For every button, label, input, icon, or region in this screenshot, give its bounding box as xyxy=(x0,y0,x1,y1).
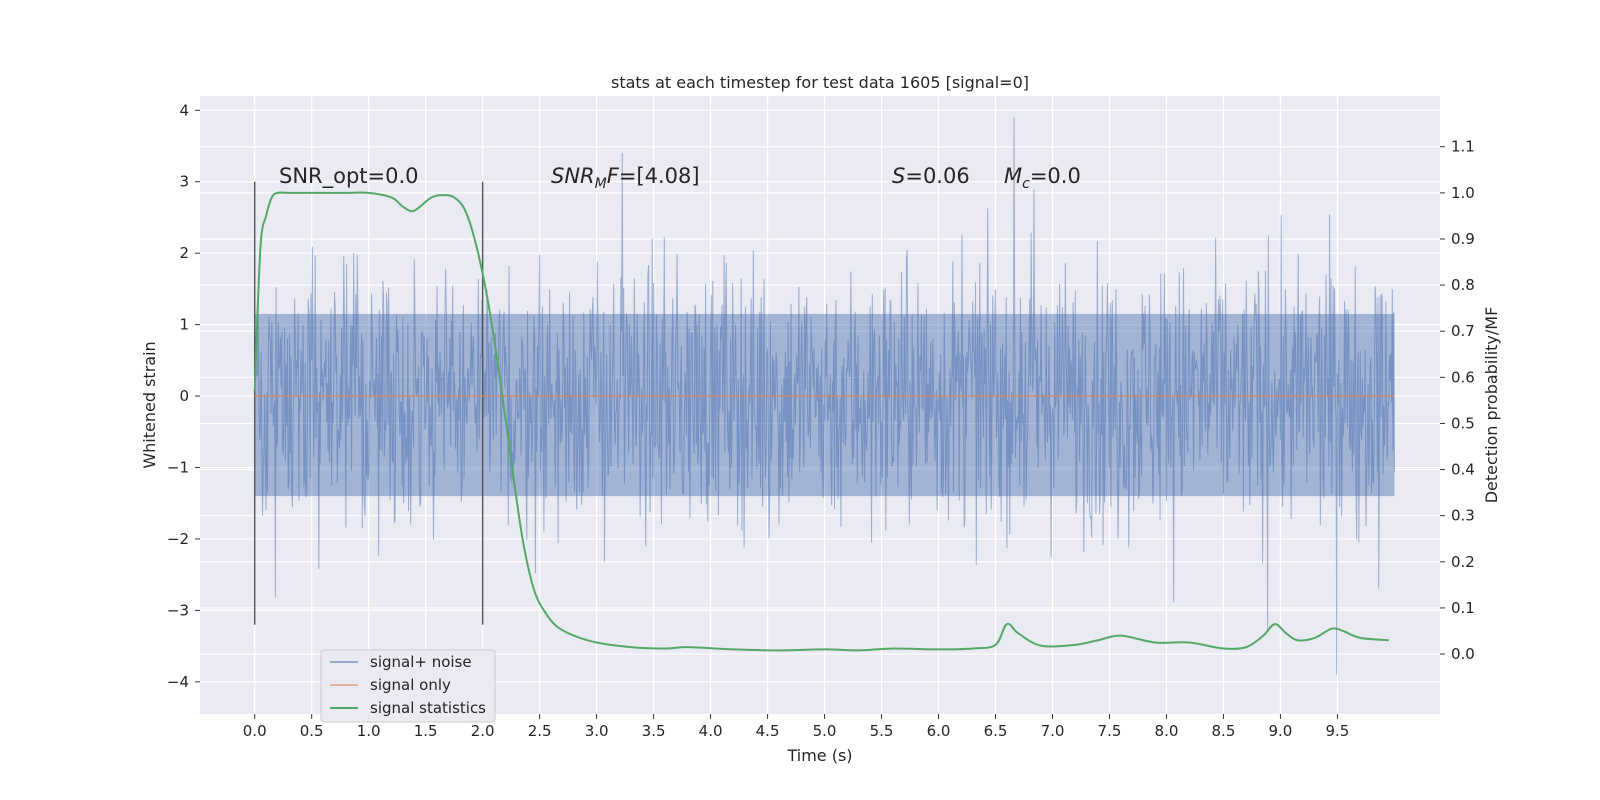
x-axis-label: Time (s) xyxy=(786,746,852,765)
y2-tick-label: 1.0 xyxy=(1451,184,1475,202)
x-tick-label: 1.0 xyxy=(357,722,381,740)
snr-mf-name: SNR xyxy=(551,164,595,188)
snr-mf-value: =[4.08] xyxy=(619,164,700,188)
x-tick-label: 5.5 xyxy=(870,722,894,740)
x-tick-label: 4.0 xyxy=(699,722,723,740)
y2-tick-label: 0.2 xyxy=(1451,553,1475,571)
mc-name: M xyxy=(1004,164,1022,188)
legend: signal+ noise signal only signal statist… xyxy=(320,649,496,723)
x-tick-label: 9.0 xyxy=(1269,722,1293,740)
y-tick-label: −2 xyxy=(167,530,189,548)
y2-ticks: 1.1 1.0 0.9 0.8 0.7 0.6 0.5 0.4 0.3 0.2 0.1 0.0 xyxy=(1440,138,1475,663)
s-name: S xyxy=(892,164,905,188)
y-tick-label: 3 xyxy=(179,173,189,191)
legend-label-signal-only: signal only xyxy=(370,676,451,694)
x-ticks: 0.0 0.5 1.0 1.5 2.0 2.5 3.0 3.5 4.0 4.5 5.0 5.5 6.0 6… xyxy=(243,714,1349,740)
y-tick-label: 4 xyxy=(179,101,189,119)
snr-opt-annotation: SNR_opt=0.0 xyxy=(279,164,419,189)
x-tick-label: 1.5 xyxy=(414,722,438,740)
x-tick-label: 3.0 xyxy=(585,722,609,740)
x-tick-label: 4.5 xyxy=(756,722,780,740)
y2-tick-label: 0.0 xyxy=(1451,645,1475,663)
y-ticks: 4 3 2 1 0 −1 −2 −3 −4 xyxy=(167,101,200,691)
x-tick-label: 6.5 xyxy=(984,722,1008,740)
chart-title: stats at each timestep for test data 160… xyxy=(611,73,1029,92)
legend-box xyxy=(320,649,496,723)
y-tick-label: −1 xyxy=(167,459,189,477)
x-tick-label: 8.5 xyxy=(1212,722,1236,740)
s-value: =0.06 xyxy=(905,164,969,188)
mc-sub: c xyxy=(1022,176,1030,192)
vertical-markers xyxy=(254,181,484,625)
y-axis-label: Whitened strain xyxy=(140,341,159,468)
mc-annotation: Mc=0.0 xyxy=(1004,164,1081,192)
snr-mf-tail: F xyxy=(607,164,620,188)
y2-tick-label: 0.7 xyxy=(1451,322,1475,340)
s-annotation: S=0.06 xyxy=(892,164,970,188)
x-tick-label: 3.5 xyxy=(642,722,666,740)
y2-tick-label: 0.5 xyxy=(1451,414,1475,432)
signal-statistics-series xyxy=(253,191,1389,652)
x-tick-label: 9.5 xyxy=(1325,722,1349,740)
y-tick-label: 1 xyxy=(179,316,189,334)
y2-tick-label: 1.1 xyxy=(1451,138,1475,156)
legend-label-signal-noise: signal+ noise xyxy=(370,653,472,671)
mc-value: =0.0 xyxy=(1030,164,1081,188)
snr-mf-annotation: SNRMF=[4.08] xyxy=(551,164,700,192)
x-tick-label: 0.5 xyxy=(300,722,324,740)
noise-series xyxy=(254,117,1395,675)
x-tick-label: 5.0 xyxy=(813,722,837,740)
y-tick-label: 0 xyxy=(179,387,189,405)
y2-tick-label: 0.8 xyxy=(1451,276,1475,294)
x-tick-label: 2.0 xyxy=(471,722,495,740)
noise-line xyxy=(254,117,1395,675)
x-tick-label: 6.0 xyxy=(927,722,951,740)
y2-axis-label: Detection probability/MF xyxy=(1482,307,1501,504)
x-tick-label: 2.5 xyxy=(528,722,552,740)
y2-tick-label: 0.4 xyxy=(1451,461,1475,479)
snr-mf-sub: M xyxy=(595,176,607,192)
legend-label-signal-statistics: signal statistics xyxy=(370,699,486,717)
y2-tick-label: 0.9 xyxy=(1451,230,1475,248)
x-tick-label: 7.0 xyxy=(1041,722,1065,740)
signal-statistics-line xyxy=(253,191,1389,652)
y-tick-label: −3 xyxy=(167,601,189,619)
x-tick-label: 0.0 xyxy=(243,722,267,740)
y2-tick-label: 0.6 xyxy=(1451,368,1475,386)
x-tick-label: 8.0 xyxy=(1155,722,1179,740)
y-tick-label: 2 xyxy=(179,244,189,262)
y2-tick-label: 0.1 xyxy=(1451,599,1475,617)
x-tick-label: 7.5 xyxy=(1098,722,1122,740)
y-tick-label: −4 xyxy=(167,673,189,691)
y2-tick-label: 0.3 xyxy=(1451,507,1475,525)
